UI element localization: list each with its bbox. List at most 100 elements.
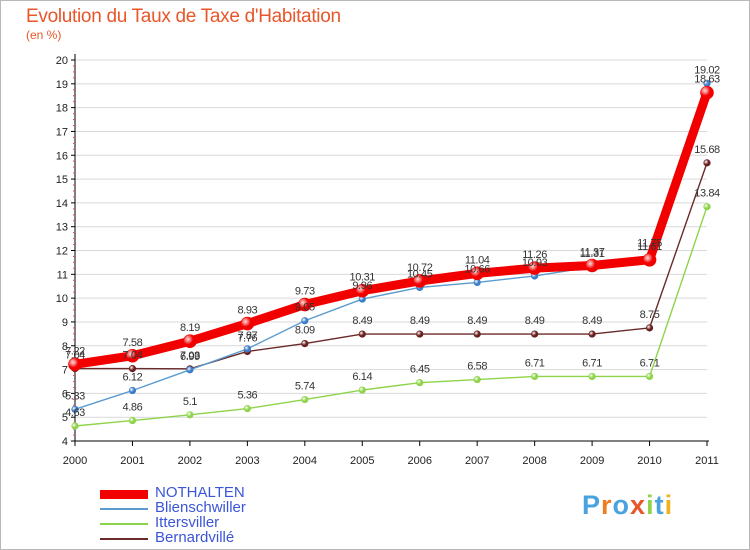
y-tick-label: 12 xyxy=(56,246,68,258)
data-labels: 4.63 4.86 5.1 5.36 5.74 6.14 6.45 6.58 6.71 6.71 6… xyxy=(65,64,720,419)
data-point xyxy=(128,386,137,395)
logo-letter: r xyxy=(601,490,613,520)
data-label: 7.04 xyxy=(123,350,143,362)
x-tick-labels: 2000 2001 2002 2003 2004 2005 2006 2007 2008 2009… xyxy=(63,441,719,467)
data-point xyxy=(298,297,312,312)
legend-item: Bernardvillé xyxy=(100,529,360,546)
logo-letter: i xyxy=(664,490,674,520)
legend-swatch xyxy=(100,538,148,540)
data-label: 10.93 xyxy=(522,257,548,269)
data-point xyxy=(703,203,711,211)
data-point xyxy=(642,252,657,267)
data-point xyxy=(301,395,309,404)
y-tick-label: 20 xyxy=(56,55,68,67)
chart-title: Evolution du Taux de Taxe d'Habitation xyxy=(26,6,341,27)
data-label: 6.14 xyxy=(352,371,372,383)
data-label: 8.75 xyxy=(640,309,660,321)
y-tick-label: 11 xyxy=(57,269,68,281)
legend-item: Ittersviller xyxy=(100,514,360,531)
series-line xyxy=(74,82,708,411)
data-point xyxy=(412,274,427,288)
data-label: 5.74 xyxy=(295,381,315,393)
data-label: 6.99 xyxy=(180,351,200,363)
logo-letter: o xyxy=(612,490,631,520)
data-point xyxy=(71,405,79,413)
data-label: 11.75 xyxy=(637,237,662,249)
y-tick-label: 9 xyxy=(62,317,68,329)
x-tick-label: 2008 xyxy=(522,455,546,467)
series-bernardvill xyxy=(71,159,711,373)
logo-letter: i xyxy=(646,490,655,520)
series-blienschwiller xyxy=(71,79,711,413)
data-label: 15.68 xyxy=(694,144,720,156)
x-tick-label: 2004 xyxy=(293,455,317,467)
data-point xyxy=(527,261,542,275)
data-point xyxy=(240,316,255,331)
data-point xyxy=(470,266,484,281)
logo-letter: P xyxy=(582,490,602,520)
data-label: 7.03 xyxy=(180,350,200,362)
data-label: 4.86 xyxy=(123,402,143,414)
data-label: 10.66 xyxy=(464,263,490,275)
data-label: 8.49 xyxy=(410,315,430,327)
y-tick-label: 17 xyxy=(56,126,68,138)
logo-letter: x xyxy=(630,490,647,520)
data-label: 5.33 xyxy=(65,390,85,402)
data-label: 13.84 xyxy=(694,188,720,200)
y-tick-label: 5 xyxy=(62,412,68,424)
data-label: 8.09 xyxy=(295,325,315,337)
y-tick-label: 18 xyxy=(56,103,68,115)
logo-letter: t xyxy=(654,490,665,520)
legend-swatch xyxy=(100,523,148,525)
legend-swatch xyxy=(100,508,148,510)
series-line xyxy=(70,88,712,369)
data-point xyxy=(416,379,424,387)
data-point xyxy=(700,85,714,100)
data-point xyxy=(703,159,711,167)
data-point xyxy=(531,372,539,381)
data-point xyxy=(243,405,251,413)
data-point xyxy=(588,372,596,381)
data-label: 10.31 xyxy=(350,272,376,284)
data-point xyxy=(243,345,251,353)
data-point xyxy=(301,340,309,348)
x-tick-label: 2011 xyxy=(695,455,719,467)
data-label: 7.22 xyxy=(65,345,85,357)
data-label: 7.58 xyxy=(123,337,143,349)
data-point xyxy=(358,330,366,338)
y-tick-label: 13 xyxy=(56,222,68,234)
data-label: 11.26 xyxy=(522,249,547,261)
data-point xyxy=(301,317,309,325)
y-tick-label: 8 xyxy=(62,341,68,353)
y-tick-label: 19 xyxy=(56,79,68,91)
data-point xyxy=(355,283,370,298)
x-tick-label: 2002 xyxy=(178,455,202,467)
x-tick-label: 2005 xyxy=(350,455,374,467)
x-tick-label: 2000 xyxy=(63,455,87,467)
data-label: 18.63 xyxy=(694,74,720,86)
data-label: 9.73 xyxy=(295,286,315,298)
legend-label: Bernardvillé xyxy=(155,529,235,546)
data-label: 11.37 xyxy=(580,247,605,259)
y-tick-label: 4 xyxy=(62,436,68,448)
data-point xyxy=(473,375,481,384)
data-point xyxy=(71,422,79,430)
y-tick-label: 6 xyxy=(62,388,68,400)
data-label: 8.19 xyxy=(180,322,200,334)
data-label: 10.72 xyxy=(407,262,433,274)
x-tick-label: 2003 xyxy=(235,455,259,467)
data-point xyxy=(585,258,599,273)
data-label: 5.1 xyxy=(183,396,197,408)
legend-swatch xyxy=(100,489,148,499)
data-label: 9.05 xyxy=(295,302,315,314)
data-label: 6.58 xyxy=(467,361,487,373)
data-label: 6.12 xyxy=(123,372,143,384)
unit-label: (en %) xyxy=(26,28,62,42)
y-tick-label: 14 xyxy=(56,198,68,210)
legend-label: Ittersviller xyxy=(155,514,220,531)
data-point xyxy=(416,330,424,338)
data-label: 10.45 xyxy=(407,268,433,280)
y-tick-label: 15 xyxy=(56,174,68,186)
y-tick-label: 10 xyxy=(56,293,68,305)
